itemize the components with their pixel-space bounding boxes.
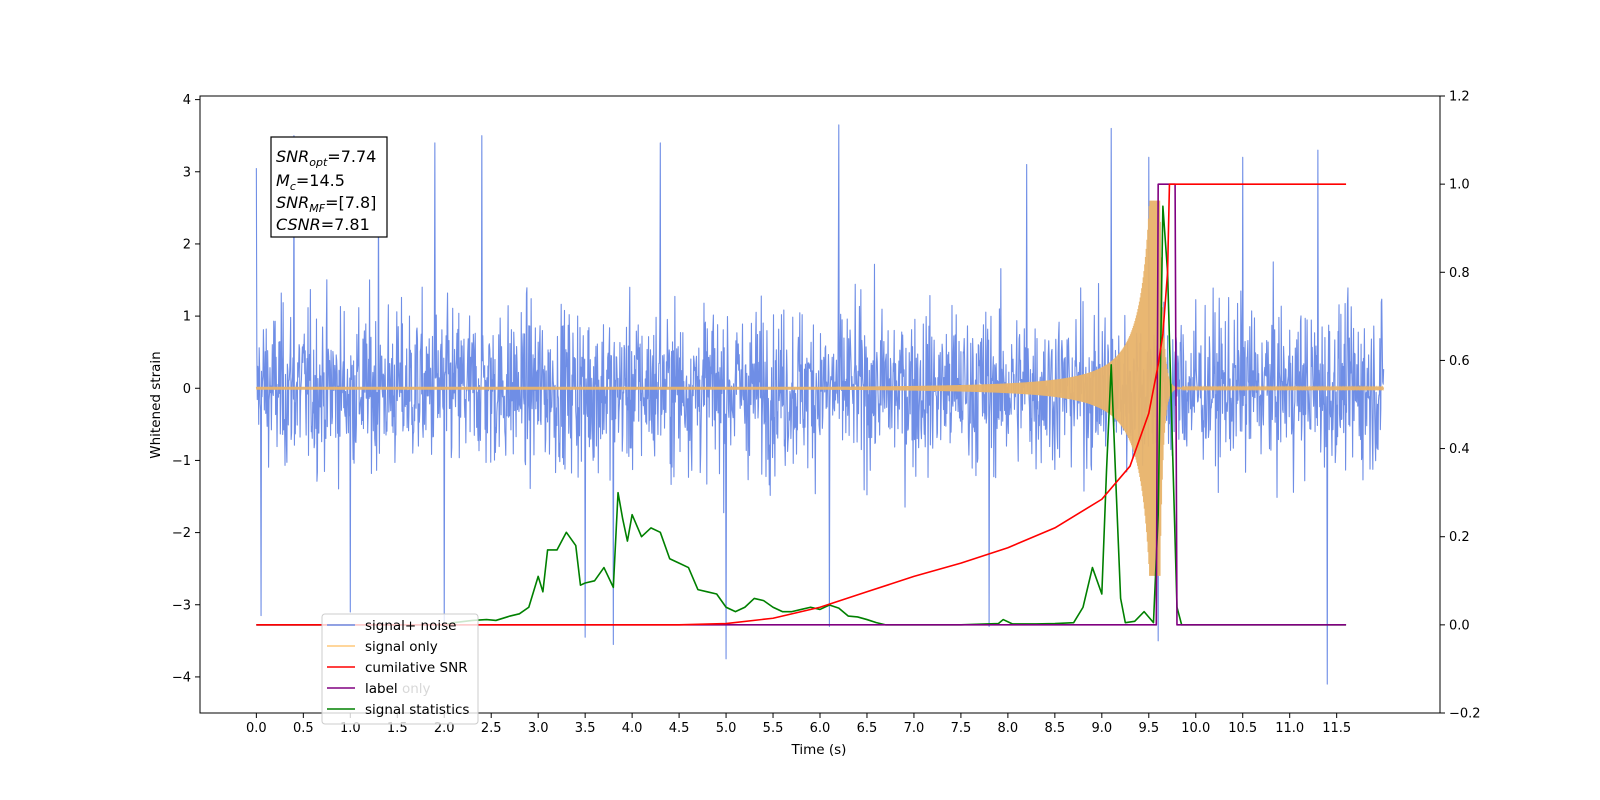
y2-tick-label: 0.6 [1449,354,1470,369]
signal-only-series [255,200,1385,576]
y-tick-label: 0 [183,382,191,397]
y-tick-label: 2 [183,237,191,252]
x-tick-label: 3.0 [528,721,549,736]
annotation-snr-opt: SNRopt=7.74 [276,147,376,169]
x-tick-label: 3.5 [575,721,596,736]
legend-item-signal-statistics: signal statistics [327,702,469,718]
annotation-csnr: CSNR=7.81 [276,215,370,234]
legend-item-cumilative-snr: cumilative SNR [327,660,468,676]
annotation-snr-mf: SNRMF=[7.8] [276,193,376,215]
y-tick-label: 1 [183,310,191,325]
x-tick-label: 9.0 [1091,721,1112,736]
legend-frame [321,613,479,725]
legend: signal+ noise signal only cumilative SNR… [321,613,479,725]
x-tick-label: 2.0 [434,721,455,736]
y-tick-label: −4 [172,670,191,685]
x-tick-label: 6.0 [810,721,831,736]
x-tick-label: 8.0 [998,721,1019,736]
legend-item-signal-only: signal only [327,639,438,655]
y-tick-label: −1 [172,454,191,469]
y2-tick-label: 1.0 [1449,178,1470,193]
legend-label: signal only [365,639,438,655]
x-axis-label: Time (s) [791,742,847,758]
x-tick-label: 7.0 [904,721,925,736]
x-tick-label: 8.5 [1045,721,1066,736]
legend-label: signal statistics [365,702,469,718]
cumilative-snr-line [256,183,1347,626]
x-tick-label: 5.0 [716,721,737,736]
x-tick-label: 11.0 [1275,721,1304,736]
y2-tick-label: 0.0 [1449,618,1470,633]
legend-item-signal-plus-noise: signal+ noise [327,618,456,634]
x-tick-label: 11.5 [1322,721,1351,736]
legend-label: label [365,681,398,697]
y-tick-label: −2 [172,526,191,541]
x-tick-label: 2.5 [481,721,502,736]
signal-only-line [255,200,1385,576]
signal-statistics-line [256,205,1347,626]
legend-label: cumilative SNR [365,660,468,676]
y-tick-label: −3 [172,598,191,613]
right-axis-series [256,183,1347,626]
legend-item-label-only: label only [365,681,431,697]
x-tick-label: 4.5 [669,721,690,736]
y-axis-right: −0.2 0.0 0.2 0.4 0.6 0.8 1.0 1.2 [1440,90,1481,722]
y-axis-label: Whitened strain [148,351,164,458]
y-axis-left: −4 −3 −2 −1 0 1 2 3 4 [172,93,200,685]
x-tick-label: 6.5 [857,721,878,736]
y-tick-label: 3 [183,165,191,180]
y2-tick-label: 0.4 [1449,442,1470,457]
x-tick-label: 1.5 [387,721,408,736]
x-tick-label: 0.0 [246,721,267,736]
x-tick-label: 10.5 [1228,721,1257,736]
y2-tick-label: −0.2 [1449,707,1481,722]
x-tick-label: 5.5 [763,721,784,736]
x-axis: 0.0 0.5 1.0 1.5 2.0 2.5 3.0 3.5 4.0 4.5 5.0 5.5 6.0 6… [246,713,1351,736]
x-tick-label: 0.5 [293,721,314,736]
annotation-box: SNRopt=7.74 Mc=14.5 SNRMF=[7.8] CSNR=7.8… [270,136,388,238]
y2-tick-label: 0.2 [1449,530,1470,545]
legend-label: label only [365,681,431,697]
legend-label: signal+ noise [365,618,456,634]
x-tick-label: 10.0 [1181,721,1210,736]
label-line [256,183,1347,626]
x-tick-label: 7.5 [951,721,972,736]
legend-item-label: label [327,681,398,697]
y2-tick-label: 1.2 [1449,90,1470,105]
x-tick-label: 4.0 [622,721,643,736]
x-tick-label: 1.0 [340,721,361,736]
y-tick-label: 4 [183,93,191,108]
annotation-frame [270,136,388,238]
x-tick-label: 9.5 [1138,721,1159,736]
annotation-mc: Mc=14.5 [276,171,345,193]
y2-tick-label: 0.8 [1449,266,1470,281]
